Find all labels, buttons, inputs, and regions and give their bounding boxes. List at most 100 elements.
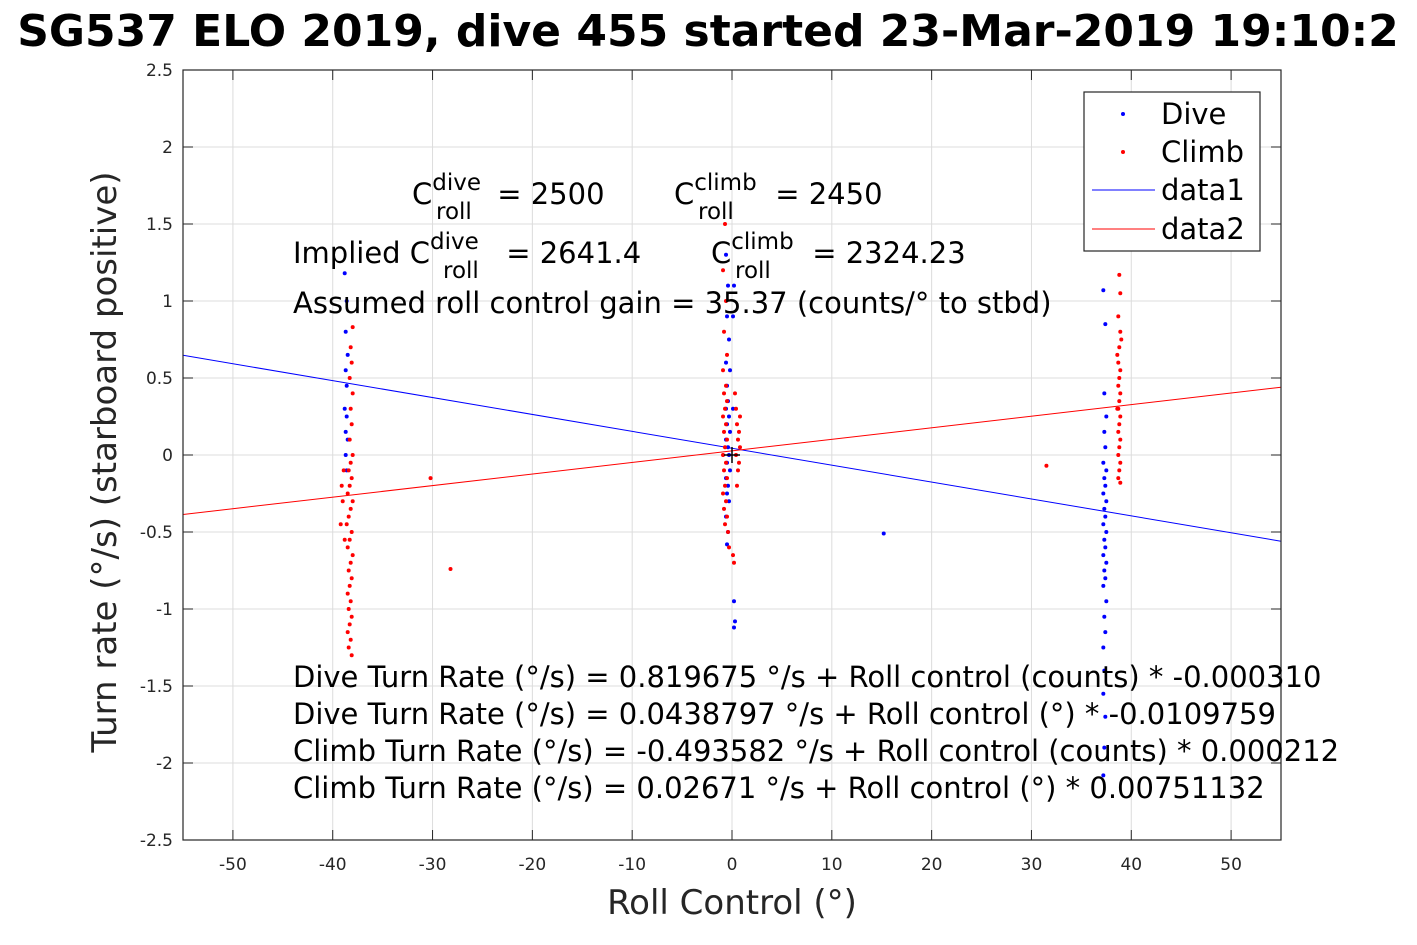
climb-point: [1116, 453, 1121, 457]
climb-point: [724, 383, 729, 388]
dive-point: [726, 283, 731, 288]
x-tick-label: -40: [319, 855, 347, 875]
climb-point: [1118, 291, 1123, 296]
climb-point: [339, 483, 344, 488]
climb-point: [345, 591, 350, 596]
climb-point: [721, 453, 726, 457]
dive-point: [1101, 288, 1106, 293]
climb-point: [734, 483, 739, 488]
dive-point: [1104, 468, 1109, 473]
climb-point: [1118, 414, 1123, 419]
dive-point: [727, 337, 732, 342]
climb-point: [1118, 391, 1123, 396]
climb-point: [341, 468, 346, 473]
x-tick-label: 10: [821, 855, 843, 875]
y-tick-label: -1.5: [140, 677, 173, 697]
climb-point: [1118, 329, 1123, 334]
climb-point: [1118, 437, 1123, 442]
dive-point: [1104, 599, 1109, 604]
dive-point: [728, 429, 733, 434]
c-roll-dive-sup: dive: [432, 170, 481, 196]
climb-point: [722, 391, 727, 396]
legend-data1-label: data1: [1161, 173, 1245, 207]
dive-point: [1102, 568, 1107, 573]
dive-point: [1101, 583, 1106, 588]
x-tick-label: 30: [1021, 855, 1043, 875]
dive-point: [1104, 530, 1109, 534]
implied-climb-sub: roll: [735, 258, 771, 284]
implied-dive-sub: roll: [443, 258, 479, 284]
climb-point: [350, 499, 355, 504]
dive-point: [732, 619, 737, 624]
c-roll-dive-value: = 2500: [488, 177, 605, 211]
dive-point: [1102, 391, 1107, 396]
climb-point: [1117, 422, 1122, 427]
y-tick-label: -1: [156, 600, 173, 620]
climb-point: [733, 406, 738, 411]
climb-point: [730, 553, 735, 558]
dive-point: [1101, 491, 1106, 496]
climb-point: [345, 630, 350, 635]
dive-point: [727, 414, 732, 419]
y-axis-label: Turn rate (°/s) (starboard positive): [85, 171, 125, 753]
climb-point: [346, 645, 351, 650]
climb-point: [348, 637, 353, 642]
implied-climb-sup: climb: [731, 229, 793, 255]
dive-point: [731, 283, 736, 288]
dive-point: [1102, 537, 1107, 542]
climb-point: [348, 345, 353, 350]
y-tick-label: 2.5: [146, 61, 173, 81]
dive-point: [1101, 522, 1106, 527]
x-axis-label: Roll Control (°): [607, 883, 857, 923]
climb-point: [721, 368, 726, 373]
climb-point: [725, 399, 730, 404]
implied-c-label: Implied C: [293, 236, 430, 270]
climb-point: [1117, 272, 1122, 277]
climb-point: [348, 460, 353, 465]
climb-point: [1116, 360, 1121, 365]
dive-point: [1104, 499, 1109, 504]
climb-point: [346, 468, 351, 473]
legend-climb-marker: [1121, 150, 1125, 154]
climb-point: [346, 607, 351, 611]
dive-point: [1103, 576, 1108, 581]
implied-c-roll-dive-annotation: Implied Cdive roll = 2641.4: [293, 229, 641, 284]
climb-point: [722, 468, 727, 473]
climb-point: [721, 491, 726, 496]
climb-point: [1044, 463, 1049, 468]
chart-title: SG537 ELO 2019, dive 455 started 23-Mar-…: [17, 6, 1399, 57]
dive-point: [1103, 445, 1108, 450]
climb-point: [1117, 468, 1122, 473]
x-tick-label: -30: [419, 855, 447, 875]
climb-point: [345, 545, 350, 550]
y-tick-label: 0.5: [146, 369, 173, 389]
implied-climb-value: = 2324.23: [803, 236, 966, 270]
climb-point: [723, 406, 728, 411]
climb-point: [347, 583, 352, 588]
climb-point: [735, 437, 740, 442]
climb-point: [725, 476, 730, 481]
roll-gain-annotation: Assumed roll control gain = 35.37 (count…: [293, 286, 1052, 320]
climb-point: [347, 376, 352, 380]
climb-point: [1117, 399, 1122, 404]
implied-c-roll-climb-annotation: Cclimb roll = 2324.23: [711, 229, 966, 284]
data-points: [338, 222, 1124, 778]
climb-point: [721, 268, 726, 273]
climb-point: [340, 499, 345, 504]
climb-point: [731, 560, 736, 565]
c-roll-climb-sub: roll: [698, 199, 734, 225]
climb-point: [724, 422, 729, 427]
dive-point: [725, 542, 730, 547]
fit-line-text-1: Dive Turn Rate (°/s) = 0.819675 °/s + Ro…: [293, 660, 1321, 694]
implied-climb-letter: C: [711, 236, 731, 270]
dive-point: [342, 271, 347, 276]
climb-point: [348, 560, 353, 565]
dive-point: [343, 429, 348, 434]
dive-point: [1103, 322, 1108, 327]
climb-point: [1118, 460, 1123, 465]
y-tick-label: -2: [156, 754, 173, 774]
dive-point: [345, 352, 350, 357]
legend-dive-marker: [1121, 112, 1125, 116]
climb-point: [350, 453, 355, 457]
